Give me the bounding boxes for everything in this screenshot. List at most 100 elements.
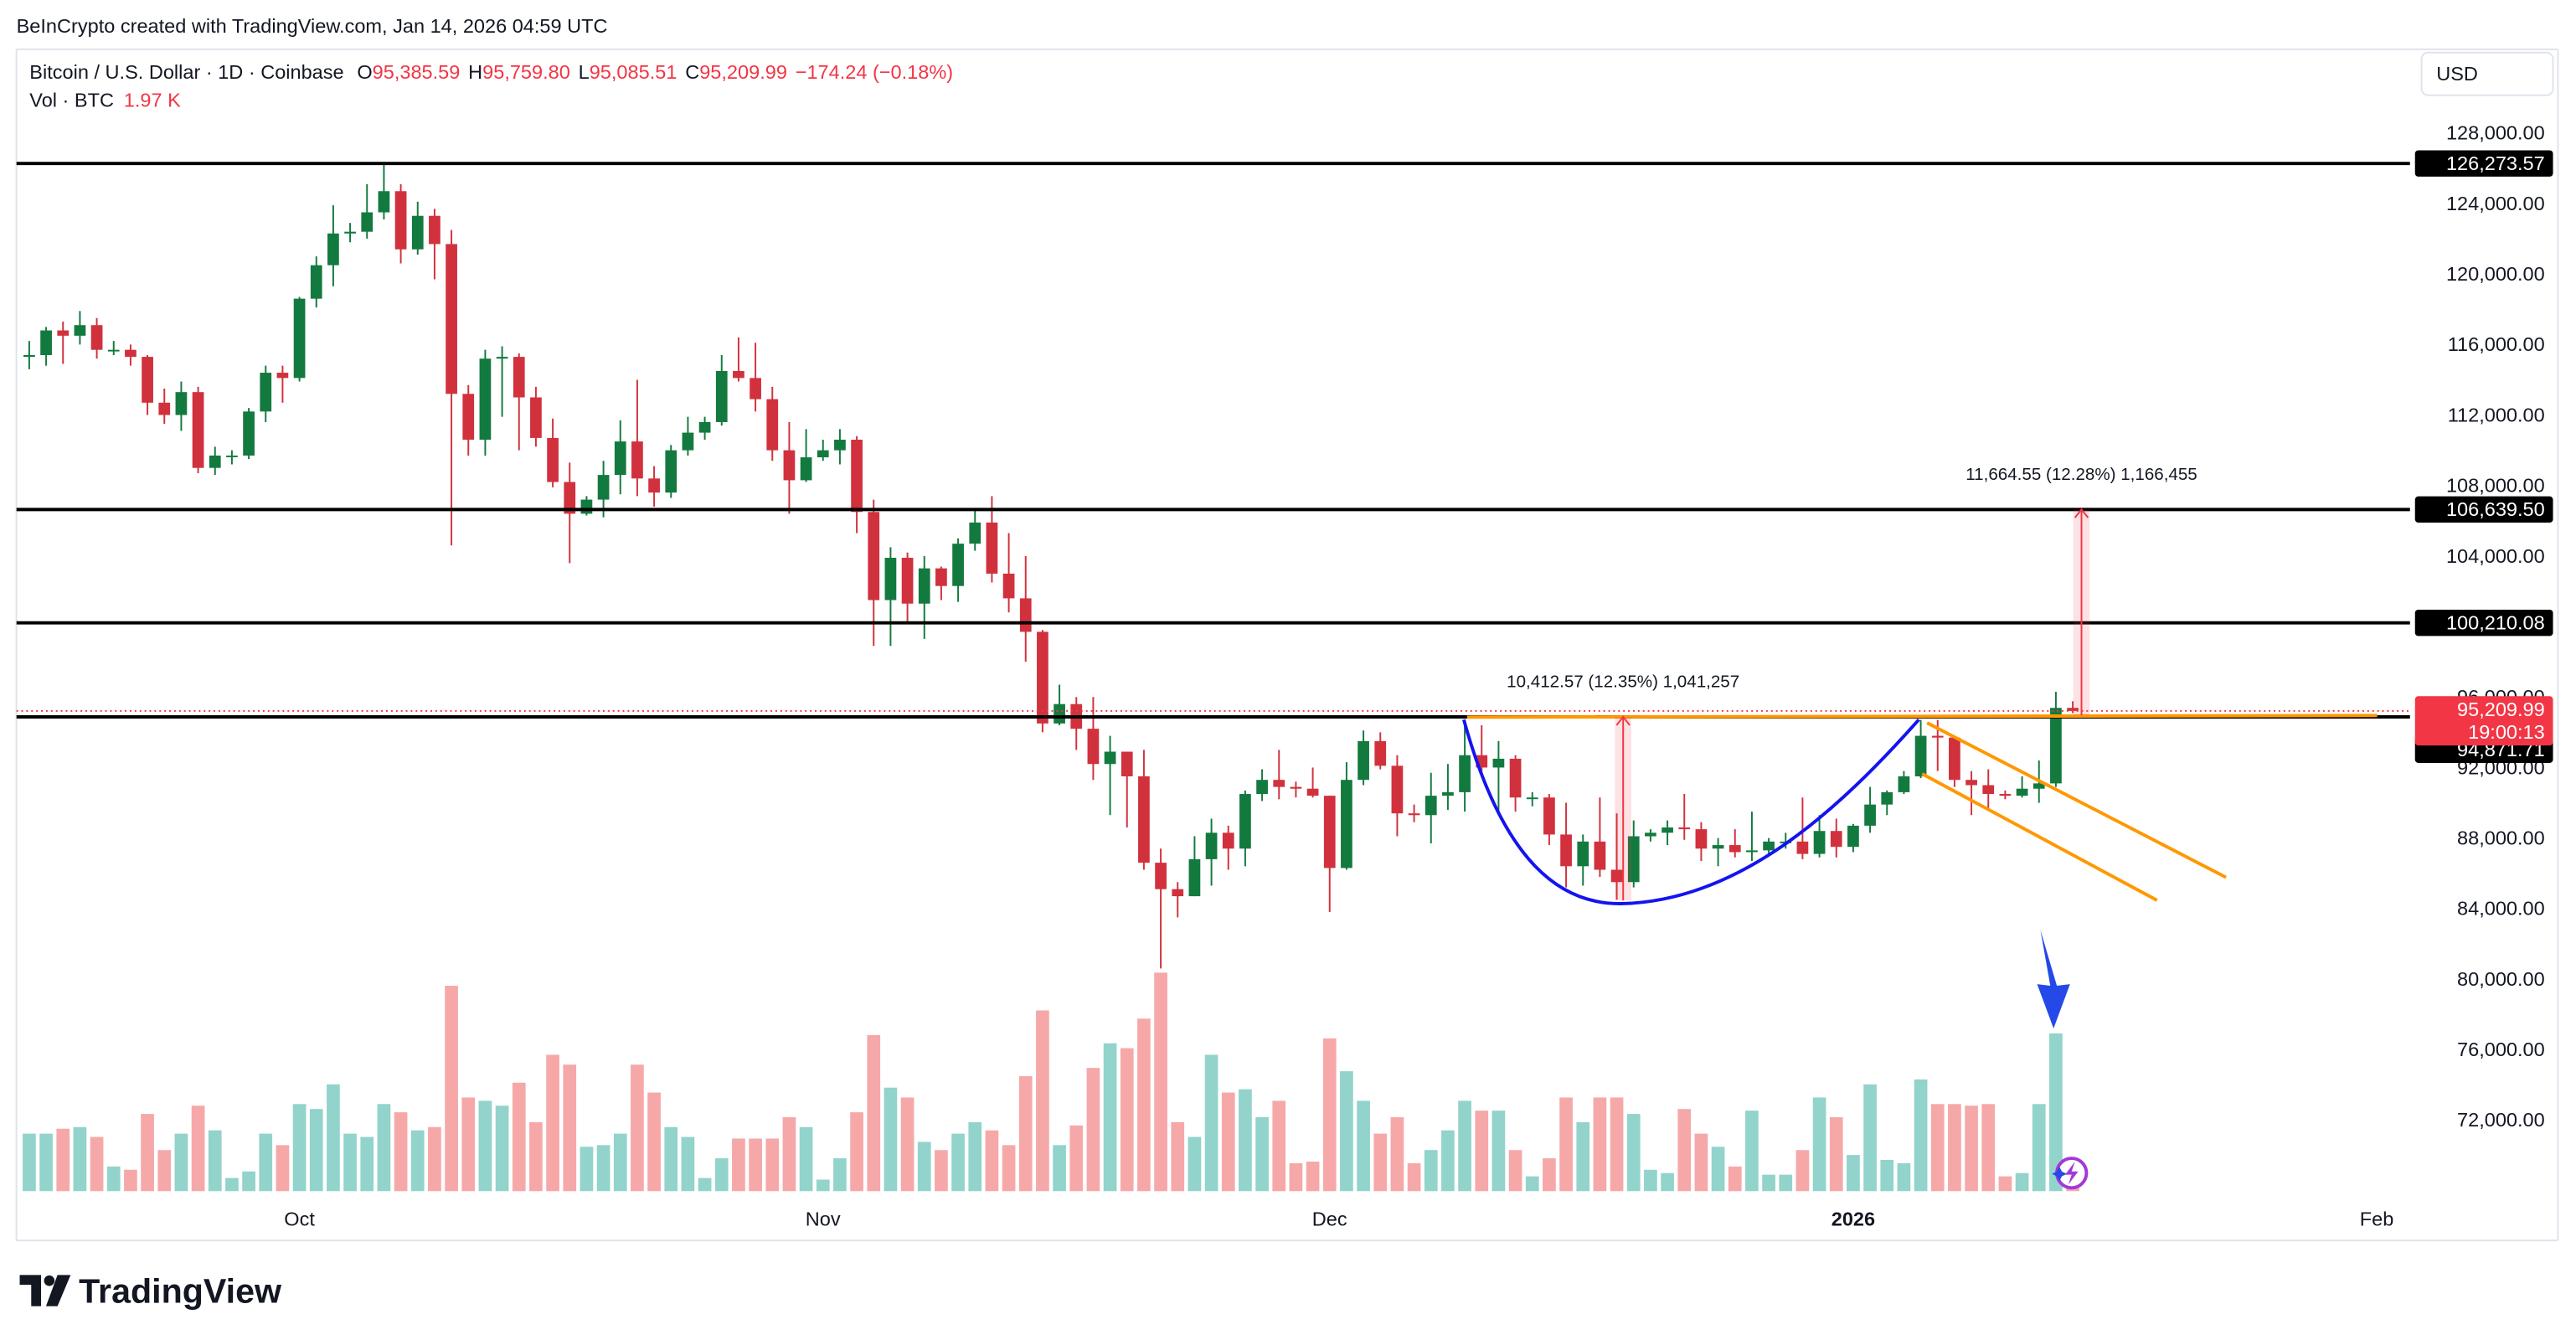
y-tick-label: 84,000.00 [2457, 898, 2545, 920]
volume-bar [394, 1112, 408, 1192]
legend-value: 95,385.59 [373, 61, 461, 83]
candle-body [766, 399, 779, 451]
volume-bar [106, 1166, 121, 1192]
volume-bar [1626, 1114, 1641, 1192]
volume-bar [985, 1130, 999, 1192]
candle-body [361, 212, 374, 232]
y-tick-label: 112,000.00 [2448, 404, 2545, 425]
candle-body [1155, 863, 1167, 889]
volume-bar [664, 1126, 678, 1192]
candle-body [1931, 735, 1944, 738]
volume-bar [1103, 1043, 1117, 1192]
volume-bar [799, 1126, 813, 1192]
level-label-box [2414, 150, 2553, 177]
volume-bar [1458, 1100, 1471, 1192]
candle-body [57, 330, 70, 336]
level-label: 106,639.50 [2446, 498, 2545, 520]
volume-bar [1340, 1071, 1353, 1192]
volume-bar [259, 1133, 273, 1192]
currency-label[interactable]: USD [2436, 63, 2478, 85]
volume-bar [698, 1178, 712, 1192]
candle-body [1763, 841, 1775, 851]
volume-bar [208, 1130, 222, 1192]
candle-body [1712, 845, 1724, 849]
candle-body [918, 568, 930, 604]
candle-body [665, 450, 677, 493]
volume-bar [141, 1114, 154, 1192]
volume-bar [1644, 1169, 1657, 1192]
volume-bar [1441, 1130, 1455, 1192]
volume-bar [428, 1126, 441, 1192]
volume-bar [816, 1179, 830, 1192]
logo-part [19, 1275, 42, 1306]
legend-key: O [357, 61, 372, 83]
volume-bar [1424, 1150, 1438, 1192]
volume-bar [613, 1133, 627, 1192]
currency-button[interactable] [2420, 51, 2554, 96]
volume-bar [765, 1138, 780, 1192]
candle-body [2032, 783, 2045, 789]
volume-bar [292, 1104, 307, 1192]
volume-bar [867, 1034, 881, 1192]
cup-curve [1462, 718, 1920, 905]
volume-bar [1525, 1176, 1539, 1192]
candle-body [1391, 765, 1404, 814]
volume-bar [1543, 1158, 1556, 1192]
volume-bar [1812, 1097, 1826, 1192]
price-labels: 126,273.57106,639.50100,210.0894,871.719… [2414, 150, 2553, 763]
volume-bar [2015, 1172, 2029, 1192]
volume-bar [1829, 1116, 1843, 1192]
candle-body [209, 455, 221, 468]
candle-body [986, 522, 998, 574]
volume-bar [174, 1133, 188, 1192]
last-price-box [2414, 696, 2553, 746]
candle-body [411, 215, 424, 250]
volume-bar [1289, 1162, 1303, 1192]
y-tick-label: 116,000.00 [2448, 333, 2545, 355]
candle-body [2067, 708, 2079, 711]
level-label: 100,210.08 [2446, 612, 2545, 634]
candle-body [276, 373, 289, 379]
candle-body [884, 558, 897, 600]
volume-bar [360, 1136, 374, 1192]
candle-body [1678, 827, 1691, 830]
volume-bar [478, 1100, 492, 1192]
volume-bar [1188, 1136, 1202, 1192]
logo-part [44, 1275, 55, 1286]
candle-body [952, 544, 964, 586]
volume-bar [1390, 1116, 1404, 1192]
brand-name: TradingView [79, 1272, 282, 1311]
volume-bar [732, 1138, 745, 1192]
volume-bar [1036, 1010, 1049, 1192]
volume-bar [39, 1133, 53, 1192]
alert-sparkle [2052, 1166, 2067, 1182]
x-tick-label: Oct [284, 1208, 315, 1229]
candle-body [1728, 845, 1741, 853]
volume-bar [1120, 1048, 1134, 1192]
y-tick-label: 80,000.00 [2457, 968, 2545, 990]
volume-bar [327, 1084, 340, 1192]
volume-bar [1221, 1092, 1235, 1192]
candle-body [648, 478, 660, 493]
candle-body [1459, 755, 1471, 792]
candle-body [1914, 735, 1927, 776]
candle-body [733, 370, 744, 379]
measure-label: 11,664.55 (12.28%) 1,166,455 [1965, 465, 2197, 484]
candle-body [682, 432, 694, 451]
volume-bar [1322, 1038, 1337, 1192]
candle-body [1172, 889, 1184, 897]
volume-bar [1407, 1162, 1421, 1192]
volume-bar [1930, 1104, 1945, 1192]
volume-legend: Vol · BTC 1.97 K [29, 90, 181, 111]
legend-value: 95,085.51 [590, 61, 677, 83]
volume-bar [1965, 1106, 1978, 1192]
candle-body [851, 440, 863, 513]
volume-bar [23, 1133, 36, 1192]
brand-logo [19, 1275, 71, 1306]
legend-change: −174.24 (−0.18%) [796, 61, 953, 83]
candle-body [1239, 794, 1251, 849]
candle-body [800, 457, 812, 481]
volume-bar [1018, 1075, 1033, 1192]
measure-layer: 10,412.57 (12.35%) 1,041,257 11,664.55 (1… [1507, 465, 2197, 901]
